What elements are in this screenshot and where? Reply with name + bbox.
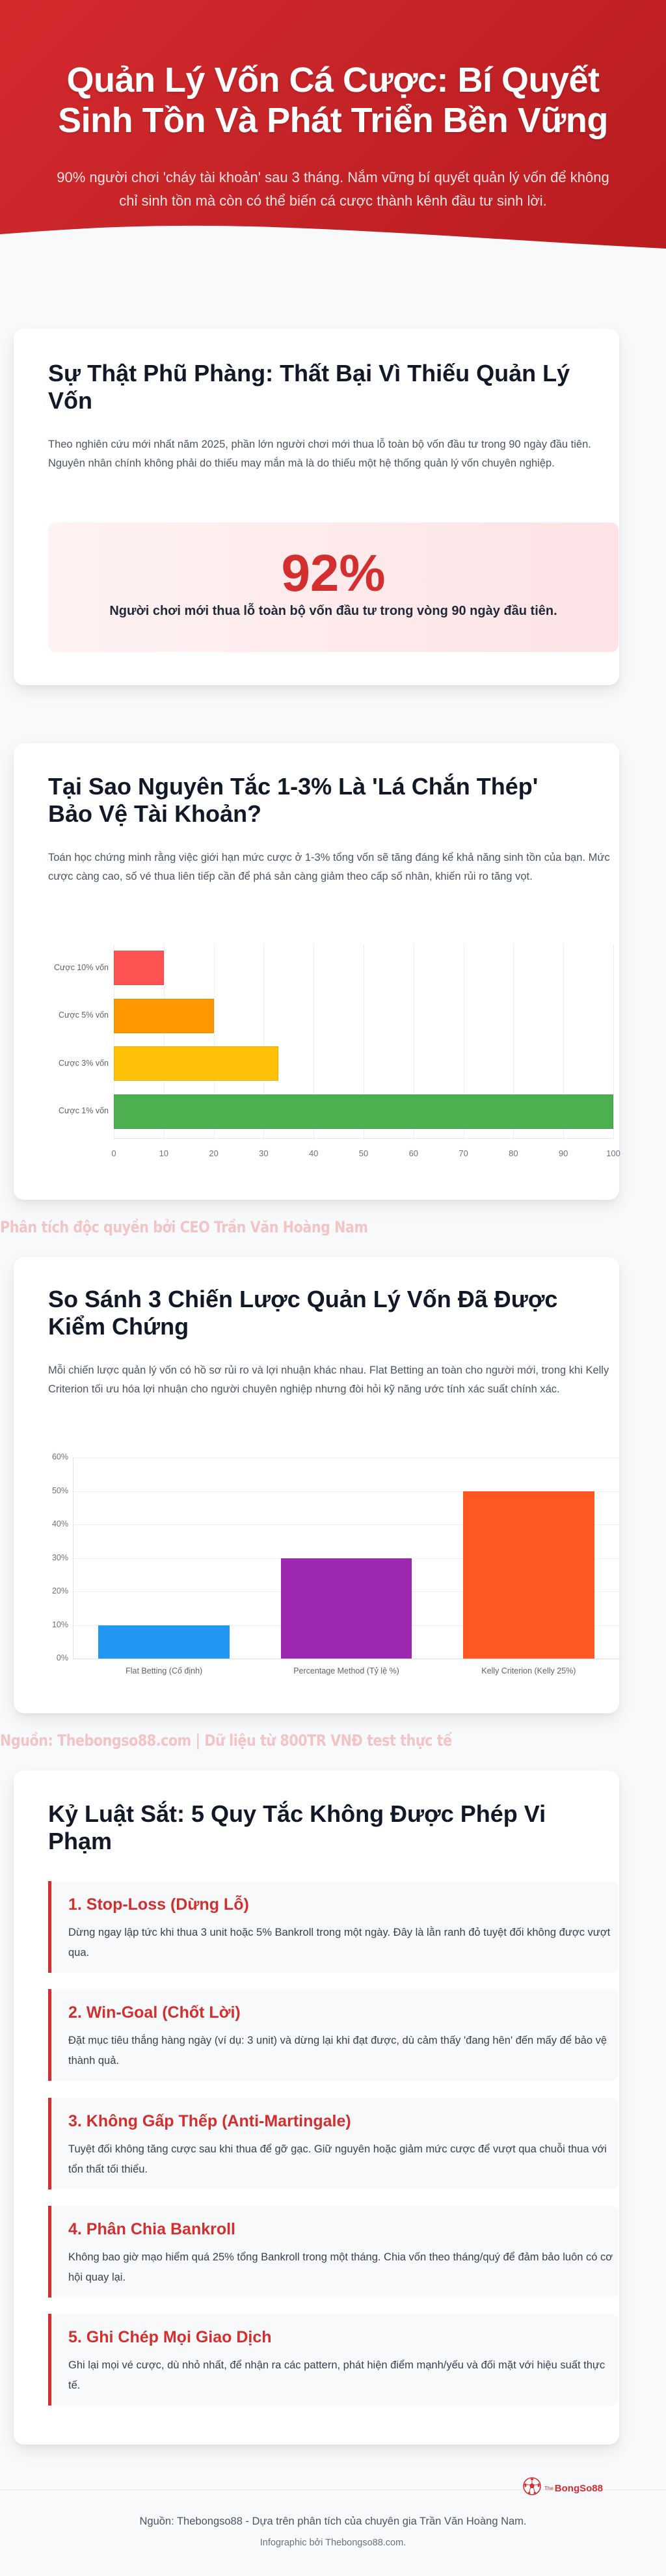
rule-title: 4. Phân Chia Bankroll <box>68 2220 236 2238</box>
bar <box>114 951 164 986</box>
page-title: Quản Lý Vốn Cá Cược: Bí Quyết Sinh Tồn V… <box>0 60 666 141</box>
y-tick-label: 40% <box>51 1519 68 1528</box>
hero-subtitle-line-1: 90% người chơi 'cháy tài khoản' sau 3 th… <box>57 169 609 185</box>
hero-subtitle: 90% người chơi 'cháy tài khoản' sau 3 th… <box>0 166 666 213</box>
footer-credit: Infographic bởi Thebongso88.com. <box>260 2538 406 2548</box>
grid-line <box>513 944 514 1139</box>
y-tick-label: 60% <box>51 1452 68 1461</box>
grid-line <box>563 944 565 1139</box>
rule-text: Không bao giờ mạo hiểm quá 25% tổng Bank… <box>68 2251 613 2283</box>
y-tick-label: 10% <box>51 1620 68 1629</box>
rule-text: Dừng ngay lập tức khi thua 3 unit hoặc 5… <box>68 1927 611 1959</box>
y-tick-label: 50% <box>51 1485 68 1495</box>
section-title: So Sánh 3 Chiến Lược Quản Lý Vốn Đã Được… <box>48 1286 558 1340</box>
bar <box>98 1625 230 1659</box>
grid-line <box>73 1491 620 1492</box>
x-tick-label: 90 <box>558 1148 568 1158</box>
grid-line <box>213 944 215 1139</box>
stat-highlight: 92% Người chơi mới thua lỗ toàn bộ vốn đ… <box>48 522 619 652</box>
x-tick-label: 70 <box>459 1148 468 1158</box>
grid-line <box>313 944 315 1139</box>
rule-text: Tuyệt đối không tăng cược sau khi thua đ… <box>68 2143 607 2175</box>
y-category-label: Cược 1% vốn <box>58 1106 109 1116</box>
y-category-label: Cược 10% vốn <box>54 962 109 972</box>
watermark-analysis: Phân tích độc quyền bởi CEO Trần Văn Hoà… <box>0 1218 368 1236</box>
x-tick-label: 50 <box>358 1148 369 1158</box>
grid-line <box>613 944 614 1139</box>
section-title: Sự Thật Phũ Phàng: Thất Bại Vì Thiếu Quả… <box>48 360 570 414</box>
x-tick-label: 0 <box>111 1148 116 1158</box>
x-axis-line <box>114 1138 613 1139</box>
hero-header: Quản Lý Vốn Cá Cược: Bí Quyết Sinh Tồn V… <box>0 0 666 254</box>
bar <box>114 1094 613 1129</box>
section-1-3-rule: Tại Sao Nguyên Tắc 1-3% Là 'Lá Chắn Thép… <box>14 743 620 1200</box>
rule-item: 5. Ghi Chép Mọi Giao Dịch Ghi lại mọi vé… <box>48 2314 619 2406</box>
grid-line <box>263 944 265 1139</box>
footer-source: Nguồn: Thebongso88 - Dựa trên phân tích … <box>139 2515 527 2527</box>
x-tick-label: 40 <box>308 1148 319 1158</box>
section-description: Mỗi chiến lược quản lý vốn có hồ sơ rủi … <box>48 1364 609 1395</box>
watermark-source: Nguồn: Thebongso88.com | Dữ liệu từ 800T… <box>0 1731 452 1750</box>
rule-title: 1. Stop-Loss (Dừng Lỗ) <box>68 1895 249 1914</box>
rule-item: 2. Win-Goal (Chốt Lời) Đặt mục tiêu thắn… <box>48 1989 619 2081</box>
x-category-label: Kelly Criterion (Kelly 25%) <box>481 1666 576 1675</box>
rule-title: 2. Win-Goal (Chốt Lời) <box>68 2003 241 2022</box>
section-title: Kỷ Luật Sắt: 5 Quy Tắc Không Được Phép V… <box>48 1800 546 1854</box>
grid-line <box>163 944 165 1139</box>
section-iron-rules: Kỷ Luật Sắt: 5 Quy Tắc Không Được Phép V… <box>14 1770 619 2445</box>
hero-subtitle-line-2: chỉ sinh tồn mà còn có thể biến cá cược … <box>119 193 547 209</box>
logo-prefix: The <box>544 2485 553 2491</box>
section-title: Tại Sao Nguyên Tắc 1-3% Là 'Lá Chắn Thép… <box>48 773 539 827</box>
page-title-line-1: Quản Lý Vốn Cá Cược: Bí Quyết <box>66 61 600 100</box>
section-description: Toán học chứng minh rằng việc giới hạn m… <box>48 852 610 882</box>
logo-text: BongSo88 <box>554 2482 603 2494</box>
section-description: Theo nghiên cứu mới nhất năm 2025, phần … <box>48 439 591 469</box>
x-tick-label: 30 <box>259 1148 269 1158</box>
rule-item: 4. Phân Chia Bankroll Không bao giờ mạo … <box>48 2206 619 2298</box>
x-tick-label: 10 <box>159 1148 169 1158</box>
rule-item: 1. Stop-Loss (Dừng Lỗ) Dừng ngay lập tức… <box>48 1881 619 1973</box>
soccer-ball-icon <box>523 2477 541 2495</box>
y-tick-label: 30% <box>51 1552 68 1562</box>
wave-divider <box>0 225 666 254</box>
y-tick-label: 0% <box>56 1653 68 1662</box>
page-title-line-2: Sinh Tồn Và Phát Triển Bền Vững <box>58 101 608 140</box>
grid-line <box>73 1457 620 1458</box>
section-strategy-comparison: So Sánh 3 Chiến Lược Quản Lý Vốn Đã Được… <box>14 1257 620 1713</box>
rule-title: 3. Không Gấp Thếp (Anti-Martingale) <box>68 2112 351 2130</box>
y-tick-label: 20% <box>51 1586 68 1595</box>
x-category-label: Flat Betting (Cố định) <box>126 1666 203 1675</box>
bar <box>114 1046 279 1081</box>
x-category-label: Percentage Method (Tỷ lệ %) <box>293 1666 399 1675</box>
brand-logo[interactable]: The BongSo88 <box>522 2476 603 2496</box>
footer-divider <box>0 2489 666 2490</box>
x-tick-label: 20 <box>209 1148 219 1158</box>
stat-value: 92% <box>281 544 386 602</box>
x-tick-label: 80 <box>509 1148 518 1158</box>
bar <box>462 1491 594 1659</box>
x-tick-label: 60 <box>408 1148 419 1158</box>
x-tick-label: 100 <box>606 1148 620 1158</box>
rule-title: 5. Ghi Chép Mọi Giao Dịch <box>68 2328 272 2346</box>
stat-caption: Người chơi mới thua lỗ toàn bộ vốn đầu t… <box>109 604 557 618</box>
section-hard-truth: Sự Thật Phũ Phàng: Thất Bại Vì Thiếu Quả… <box>14 329 619 685</box>
rule-item: 3. Không Gấp Thếp (Anti-Martingale) Tuyệ… <box>48 2098 619 2190</box>
bar <box>114 998 214 1033</box>
rule-text: Ghi lại mọi vé cược, dù nhỏ nhất, để nhậ… <box>68 2359 606 2391</box>
y-category-label: Cược 5% vốn <box>58 1010 109 1020</box>
rule-text: Đặt mục tiêu thắng hàng ngày (ví dụ: 3 u… <box>68 2035 607 2067</box>
y-category-label: Cược 3% vốn <box>58 1058 109 1068</box>
bar <box>280 1558 412 1659</box>
